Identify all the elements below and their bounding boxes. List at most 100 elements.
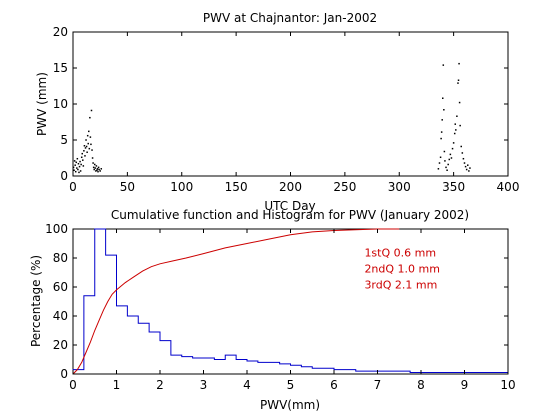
data-point: [457, 82, 459, 84]
data-point: [84, 155, 86, 157]
data-point: [96, 168, 99, 170]
data-point: [76, 157, 79, 160]
data-point: [455, 129, 457, 131]
data-point: [445, 166, 447, 169]
chart1-x-tick-label: 50: [120, 180, 135, 194]
data-point: [448, 158, 451, 161]
data-point: [443, 150, 446, 153]
data-point: [458, 101, 461, 104]
chart2-x-tick-label: 0: [69, 378, 77, 392]
data-point: [90, 109, 93, 112]
data-point: [457, 79, 460, 81]
chart2-x-tick-label: 6: [330, 378, 338, 392]
chart2-x-tick-label: 8: [417, 378, 425, 392]
chart2-histogram: [72, 228, 509, 374]
data-point: [83, 150, 85, 152]
data-point: [99, 170, 101, 172]
data-point: [95, 170, 97, 172]
data-point: [97, 166, 100, 169]
data-point: [93, 168, 95, 171]
data-point: [437, 168, 440, 170]
data-point: [87, 142, 89, 145]
data-point: [90, 143, 92, 146]
chart1-plot-area: [72, 31, 509, 177]
data-point: [78, 165, 81, 168]
data-point: [88, 130, 90, 133]
data-point: [458, 62, 460, 65]
data-point: [446, 169, 448, 171]
chart2-x-tick-label: 4: [243, 378, 251, 392]
data-point: [73, 169, 75, 171]
data-point: [80, 156, 83, 159]
data-point: [81, 152, 83, 155]
data-point: [460, 145, 462, 148]
data-point: [450, 157, 453, 159]
data-point: [469, 167, 471, 169]
data-point: [86, 134, 89, 137]
chart2-x-tick-label: 7: [374, 378, 382, 392]
chart2-y-tick-label: 20: [53, 338, 68, 352]
data-point: [96, 169, 98, 171]
data-point: [77, 163, 80, 165]
quartile-annotation: 1stQ 0.6 mm: [364, 247, 436, 260]
chart2-annotations: 1stQ 0.6 mm 2ndQ 1.0 mm 3rdQ 2.1 mm: [364, 247, 440, 292]
data-point: [74, 164, 76, 166]
data-point: [74, 170, 77, 173]
chart1-x-tick-label: 300: [388, 180, 411, 194]
data-point: [94, 163, 96, 166]
data-point: [467, 164, 469, 166]
data-point: [91, 149, 93, 151]
data-point: [442, 97, 444, 99]
chart1-y-tick-label: 5: [60, 133, 68, 147]
data-point: [461, 152, 464, 154]
data-point: [75, 161, 78, 164]
chart2-x-tick-label: 1: [113, 378, 121, 392]
data-point: [439, 156, 442, 159]
data-point: [82, 165, 85, 167]
data-point: [82, 159, 84, 161]
data-point: [449, 153, 452, 156]
data-point: [442, 64, 445, 66]
data-point: [76, 167, 78, 169]
data-point: [86, 151, 88, 153]
chart2-x-tick-label: 5: [287, 378, 295, 392]
data-point: [459, 124, 461, 127]
data-point: [89, 136, 92, 138]
data-point: [79, 170, 82, 172]
data-point: [89, 116, 91, 119]
data-point: [83, 145, 86, 147]
data-point: [72, 166, 75, 169]
quartile-annotation: 2ndQ 1.0 mm: [364, 263, 440, 276]
data-point: [454, 123, 457, 125]
chart1-y-tick-label: 0: [60, 169, 68, 183]
data-point: [464, 165, 467, 168]
data-point: [451, 147, 454, 150]
data-point: [440, 137, 442, 140]
chart2-cumulative: [72, 228, 400, 375]
data-point: [440, 131, 443, 133]
data-point: [95, 165, 98, 167]
chart1-points: [72, 62, 471, 174]
chart1-x-axis: 0 50 100 150 200 250 300 350 400: [69, 32, 519, 194]
data-point: [97, 170, 99, 173]
data-point: [85, 139, 87, 141]
chart-pwv-timeseries: PWV at Chajnantor: Jan-2002 0 50 100 150 200…: [35, 11, 519, 213]
data-point: [94, 167, 97, 169]
data-point: [98, 168, 100, 171]
data-point: [91, 157, 94, 159]
data-point: [85, 145, 88, 148]
chart2-y-tick-label: 80: [53, 251, 68, 265]
data-point: [79, 160, 81, 163]
data-point: [462, 157, 465, 160]
histogram-steps: [72, 228, 509, 374]
chart1-x-tick-label: 200: [279, 180, 302, 194]
chart1-x-tick-label: 0: [69, 180, 77, 194]
chart1-y-axis: 0 5 10 15 20: [53, 25, 508, 183]
chart2-x-tick-label: 10: [500, 378, 515, 392]
chart2-y-tick-label: 0: [60, 367, 68, 381]
chart2-y-tick-label: 60: [53, 280, 68, 294]
data-point: [456, 115, 458, 117]
chart2-title: Cumulative function and Histogram for PW…: [111, 208, 469, 222]
data-point: [463, 162, 466, 164]
data-point: [443, 109, 445, 111]
